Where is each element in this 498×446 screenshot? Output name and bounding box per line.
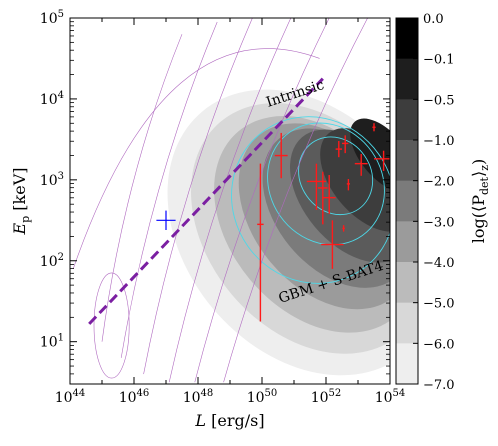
colorbar-tick-label: −7.0 bbox=[423, 378, 455, 393]
intrinsic-trend-line bbox=[88, 77, 324, 325]
observed-contour-2 bbox=[298, 136, 374, 216]
colorbar-tick-label: −0.1 bbox=[423, 53, 455, 68]
x-tick-label-base: 10 bbox=[247, 390, 265, 406]
colorbar-tick-label: −2.0 bbox=[423, 175, 455, 190]
x-tick-label-exp: 52 bbox=[329, 388, 342, 399]
colorbar-tick-label: −6.0 bbox=[423, 337, 455, 352]
red-point-0 bbox=[257, 163, 264, 322]
y-tick-label-exp: 5 bbox=[58, 9, 64, 20]
colorbar-cell bbox=[396, 18, 418, 60]
observed-contour-0 bbox=[231, 116, 390, 284]
colorbar-tick-label: −4.0 bbox=[423, 256, 455, 271]
y-tick-label-base: 10 bbox=[40, 92, 58, 108]
detection-band-6 bbox=[320, 128, 390, 232]
colorbar-tick-label: −1.0 bbox=[423, 134, 455, 149]
blue-point bbox=[156, 210, 176, 231]
colorbar-cell bbox=[396, 302, 418, 344]
x-tick-label: 1054 bbox=[375, 388, 406, 406]
colorbar-tick-label: −5.0 bbox=[423, 297, 455, 312]
colorbar-ticks: 0.0 −0.1 −0.5 −1.0 −2.0 −3.0 −4.0 −5.0 −6.0 −7.0 bbox=[413, 12, 455, 393]
colorbar-cells bbox=[396, 18, 418, 385]
y-tick-label-base: 10 bbox=[40, 11, 58, 27]
colorbar-cell bbox=[396, 140, 418, 182]
colorbar-cell bbox=[396, 58, 418, 100]
colorbar-cell bbox=[396, 221, 418, 263]
red-point-12 bbox=[342, 225, 345, 232]
y-tick-label: 101 bbox=[40, 333, 64, 351]
x-tick-label-exp: 44 bbox=[73, 388, 86, 399]
colorbar-title: log(⟨Pdet⟩z) bbox=[469, 159, 491, 244]
x-tick-label-base: 10 bbox=[55, 390, 73, 406]
y-tick-label: 105 bbox=[40, 9, 64, 27]
red-point-9 bbox=[354, 153, 368, 176]
colorbar-tick-label: −0.5 bbox=[423, 93, 455, 108]
x-tick-label-exp: 48 bbox=[201, 388, 214, 399]
x-tick-label: 1052 bbox=[311, 388, 342, 406]
red-point-10 bbox=[372, 123, 376, 132]
data-points bbox=[156, 123, 390, 322]
red-point-5 bbox=[321, 220, 344, 269]
y-tick-label: 104 bbox=[40, 90, 64, 108]
colorbar: 0.0−0.1−0.5−1.0−2.0−3.0−4.0−5.0−6.0−7.0 … bbox=[395, 12, 491, 393]
x-tick-label-exp: 54 bbox=[393, 388, 406, 399]
x-tick-label-exp: 46 bbox=[137, 388, 150, 399]
y-tick-label-base: 10 bbox=[40, 254, 58, 270]
intrinsic-contour-0 bbox=[101, 34, 183, 342]
colorbar-frame bbox=[395, 17, 419, 385]
y-tick-label: 102 bbox=[40, 252, 64, 270]
intrinsic-trend bbox=[88, 77, 324, 325]
x-axis-title: L [erg/s] bbox=[194, 411, 264, 430]
y-tick-label-base: 10 bbox=[40, 173, 58, 189]
intrinsic-contour-5 bbox=[223, 18, 368, 383]
red-point-6 bbox=[335, 141, 342, 158]
y-tick-label-base: 10 bbox=[40, 335, 58, 351]
intrinsic-contour-3 bbox=[168, 18, 292, 383]
intrinsic-contours bbox=[72, 18, 368, 383]
colorbar-tick-label: 0.0 bbox=[423, 12, 444, 27]
x-tick-label: 1050 bbox=[247, 388, 278, 406]
plot-area: Intrinsic GBM + S-BAT4 bbox=[69, 17, 391, 385]
x-tick-label-base: 10 bbox=[311, 390, 329, 406]
intrinsic-contour-loop bbox=[93, 272, 130, 379]
x-tick-label: 1046 bbox=[119, 388, 150, 406]
y-tick-label-exp: 1 bbox=[58, 333, 64, 344]
y-tick-label-exp: 3 bbox=[58, 171, 64, 182]
colorbar-cell bbox=[396, 262, 418, 304]
x-tick-label-base: 10 bbox=[119, 390, 137, 406]
x-tick-label-base: 10 bbox=[183, 390, 201, 406]
y-tick-label: 103 bbox=[40, 171, 64, 189]
intrinsic-contour-1 bbox=[120, 21, 218, 358]
red-point-7 bbox=[342, 135, 349, 154]
colorbar-cell bbox=[396, 99, 418, 141]
colorbar-cell bbox=[396, 343, 418, 385]
y-axis-title: Ep [keV] bbox=[10, 167, 32, 235]
colorbar-tick-label: −3.0 bbox=[423, 215, 455, 230]
x-tick-label-exp: 50 bbox=[265, 388, 278, 399]
red-point-11 bbox=[374, 150, 390, 171]
y-tick-label-exp: 4 bbox=[58, 90, 64, 101]
observed-contour-1 bbox=[267, 122, 385, 246]
x-tick-labels: 1044 1046 1048 1050 1052 1054 bbox=[55, 388, 406, 406]
intrinsic-contour-2 bbox=[143, 18, 253, 375]
red-point-8 bbox=[346, 179, 350, 191]
axis-ticks bbox=[69, 17, 391, 384]
x-tick-label-base: 10 bbox=[375, 390, 393, 406]
x-tick-label: 1048 bbox=[183, 388, 214, 406]
intrinsic-contour-outer bbox=[72, 48, 320, 269]
x-tick-label: 1044 bbox=[55, 388, 86, 406]
intrinsic-contour-4 bbox=[194, 18, 330, 383]
red-point-4 bbox=[322, 174, 336, 214]
observed-contours bbox=[231, 116, 390, 284]
red-point-1 bbox=[274, 132, 288, 179]
y-tick-label-exp: 2 bbox=[58, 252, 64, 263]
colorbar-cell bbox=[396, 180, 418, 222]
